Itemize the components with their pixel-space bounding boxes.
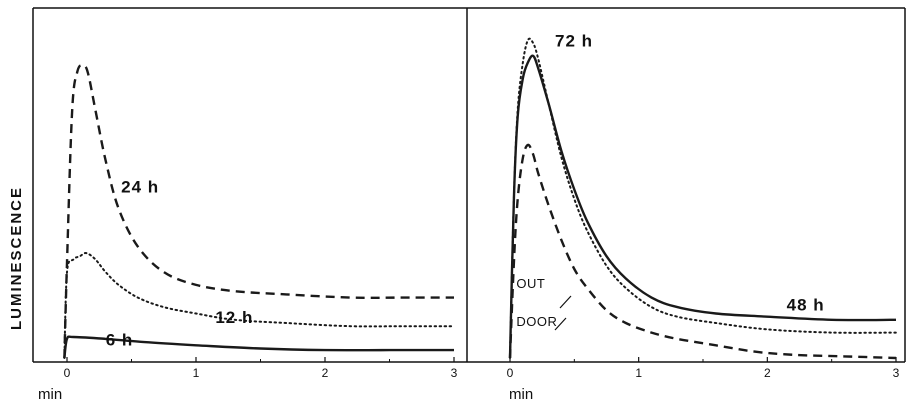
outdoor-label-tick <box>554 317 567 331</box>
left-x-axis-label: min <box>38 386 62 403</box>
left-x-ticks: 0 1 2 3 <box>64 357 458 380</box>
right-x-tick-label-0: 0 <box>507 366 514 380</box>
right-x-tick-label-2: 2 <box>764 366 771 380</box>
right-series-line-2 <box>508 143 897 360</box>
left-annotation-1: 12 h <box>215 308 253 327</box>
right-series-line-1 <box>508 54 897 359</box>
right-series-group <box>508 37 897 360</box>
left-annotation-2: 6 h <box>106 330 134 349</box>
left-series-line-1 <box>63 252 455 359</box>
left-annotations: 24 h 12 h 6 h <box>106 178 253 350</box>
left-series-group <box>63 64 455 359</box>
right-x-axis-label: min <box>509 386 533 403</box>
right-x-tick-label-3: 3 <box>893 366 900 380</box>
left-x-tick-label-3: 3 <box>451 366 458 380</box>
left-series-line-2 <box>63 335 454 359</box>
left-x-tick-label-1: 1 <box>193 366 200 380</box>
right-series-line-0 <box>509 37 897 359</box>
panel-left: 0 1 2 3 24 h 12 h 6 h LUMINESCENCE min <box>8 7 467 403</box>
left-x-tick-label-2: 2 <box>322 366 329 380</box>
right-annotations: 72 h 48 h OUT DOOR <box>516 31 825 329</box>
left-series-line-0 <box>63 64 454 359</box>
right-annotation-2: OUT <box>516 276 545 291</box>
left-x-tick-label-0: 0 <box>64 366 71 380</box>
panel-right: 0 1 2 3 72 h 48 h OUT DOOR min <box>467 7 906 403</box>
left-annotation-0: 24 h <box>121 178 159 197</box>
right-annotation-1: 48 h <box>787 295 825 314</box>
y-axis-label: LUMINESCENCE <box>8 186 25 330</box>
right-x-tick-label-1: 1 <box>635 366 642 380</box>
right-annotation-0: 72 h <box>555 31 593 50</box>
right-x-ticks: 0 1 2 3 <box>507 357 900 380</box>
right-annotation-3: DOOR <box>516 314 557 329</box>
outdoor-label-separator <box>559 295 572 309</box>
